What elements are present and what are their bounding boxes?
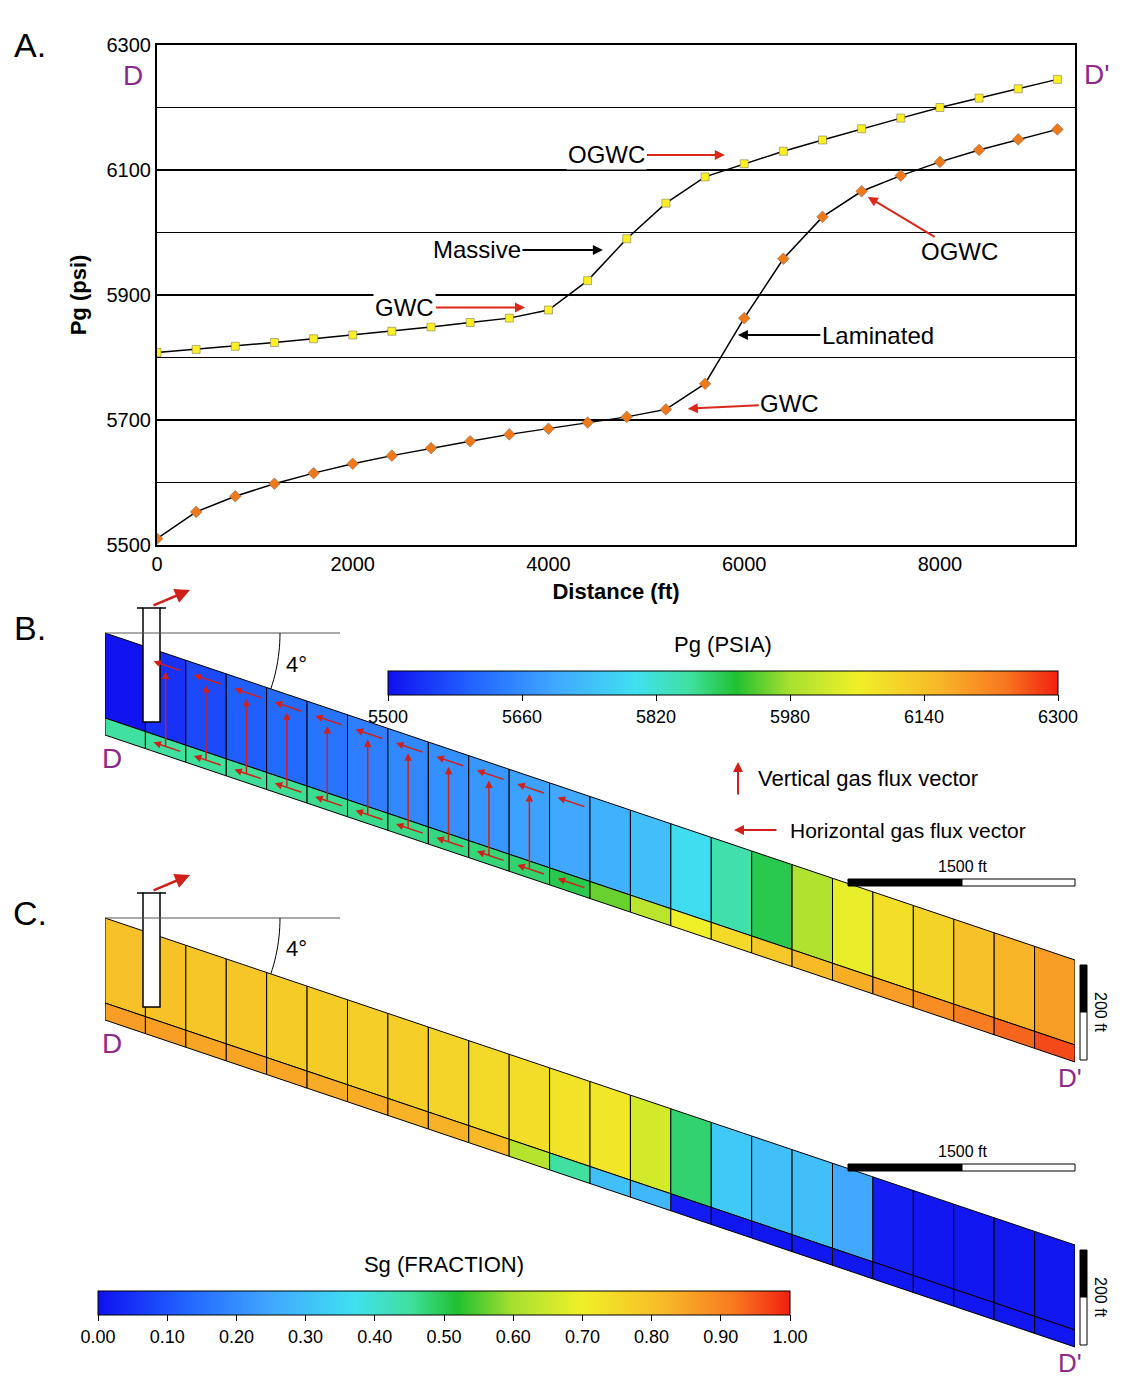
svg-text:D: D	[123, 60, 143, 91]
svg-text:6300: 6300	[107, 34, 152, 56]
svg-text:OGWC: OGWC	[921, 238, 998, 265]
svg-text:5700: 5700	[107, 409, 152, 431]
svg-text:6000: 6000	[722, 553, 767, 575]
svg-text:4°: 4°	[286, 936, 307, 961]
svg-text:Distance (ft): Distance (ft)	[552, 579, 679, 604]
svg-text:0.60: 0.60	[496, 1327, 531, 1347]
svg-text:6140: 6140	[904, 707, 944, 727]
svg-text:0.40: 0.40	[357, 1327, 392, 1347]
svg-text:8000: 8000	[918, 553, 963, 575]
svg-text:Pg (PSIA): Pg (PSIA)	[674, 632, 772, 657]
svg-text:Vertical gas flux vector: Vertical gas flux vector	[758, 766, 978, 791]
svg-text:Horizontal gas flux vector: Horizontal gas flux vector	[790, 819, 1026, 842]
svg-text:5500: 5500	[107, 534, 152, 556]
svg-text:Sg (FRACTION): Sg (FRACTION)	[364, 1252, 524, 1277]
svg-text:OGWC: OGWC	[568, 141, 645, 168]
svg-text:0: 0	[151, 553, 162, 575]
svg-text:1.00: 1.00	[772, 1327, 807, 1347]
svg-text:1500 ft: 1500 ft	[938, 1143, 987, 1160]
svg-text:D: D	[102, 743, 122, 774]
svg-text:B.: B.	[14, 609, 46, 647]
svg-text:5980: 5980	[770, 707, 810, 727]
svg-text:2000: 2000	[330, 553, 375, 575]
svg-text:0.20: 0.20	[219, 1327, 254, 1347]
svg-text:4000: 4000	[526, 553, 571, 575]
svg-text:Pg (psi): Pg (psi)	[66, 255, 91, 336]
svg-text:C.: C.	[13, 894, 47, 932]
svg-text:A.: A.	[14, 26, 46, 64]
svg-text:GWC: GWC	[760, 390, 819, 417]
svg-text:0.50: 0.50	[426, 1327, 461, 1347]
svg-text:0.90: 0.90	[703, 1327, 738, 1347]
svg-text:0.00: 0.00	[80, 1327, 115, 1347]
svg-text:0.10: 0.10	[150, 1327, 185, 1347]
svg-text:GWC: GWC	[375, 294, 434, 321]
svg-text:0.30: 0.30	[288, 1327, 323, 1347]
svg-text:200 ft: 200 ft	[1092, 992, 1109, 1033]
svg-text:D': D'	[1084, 59, 1110, 90]
svg-text:5500: 5500	[368, 707, 408, 727]
svg-text:1500 ft: 1500 ft	[938, 858, 987, 875]
svg-text:5660: 5660	[502, 707, 542, 727]
svg-text:D: D	[102, 1028, 122, 1059]
svg-text:Massive: Massive	[433, 236, 521, 263]
svg-text:5820: 5820	[636, 707, 676, 727]
svg-text:D': D'	[1058, 1063, 1082, 1093]
svg-text:0.70: 0.70	[565, 1327, 600, 1347]
svg-text:200 ft: 200 ft	[1092, 1277, 1109, 1318]
svg-text:D': D'	[1058, 1348, 1082, 1378]
svg-text:6100: 6100	[107, 159, 152, 181]
svg-text:0.80: 0.80	[634, 1327, 669, 1347]
svg-text:5900: 5900	[107, 284, 152, 306]
svg-text:Laminated: Laminated	[822, 322, 934, 349]
svg-text:6300: 6300	[1038, 707, 1078, 727]
svg-text:4°: 4°	[286, 652, 307, 677]
